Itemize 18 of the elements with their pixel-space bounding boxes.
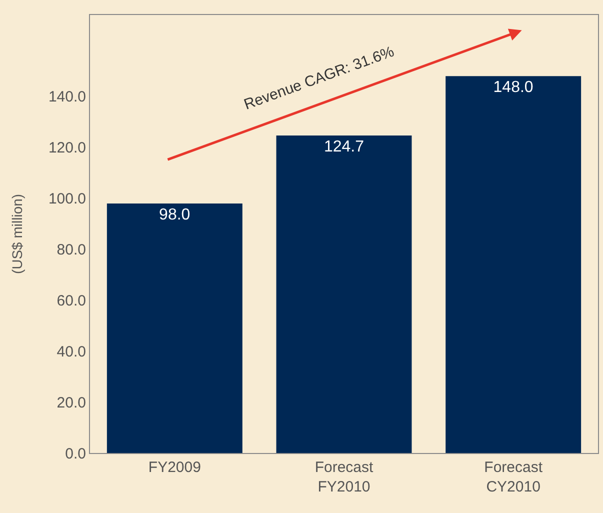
y-tick-label: 100.0	[48, 190, 86, 208]
y-tick-label: 140.0	[48, 88, 86, 106]
data-label: 98.0	[159, 206, 190, 224]
y-tick-label: 20.0	[56, 394, 86, 412]
bar	[276, 135, 412, 453]
bar	[446, 76, 582, 453]
y-tick-label: 80.0	[56, 242, 86, 259]
y-tick-label: 0.0	[65, 445, 86, 462]
y-tick-label: 40.0	[56, 343, 86, 360]
data-label: 124.7	[324, 138, 364, 156]
x-tick-label: Forecast CY2010	[484, 459, 544, 496]
bar	[106, 203, 242, 453]
y-tick-label: 120.0	[48, 140, 86, 157]
data-label: 148.0	[493, 79, 534, 96]
x-tick-label: FY2009	[148, 459, 201, 476]
x-tick-label: Forecast FY2010	[314, 459, 374, 496]
y-tick-label: 60.0	[56, 292, 86, 310]
y-axis-title: (US$ million)	[9, 194, 26, 274]
